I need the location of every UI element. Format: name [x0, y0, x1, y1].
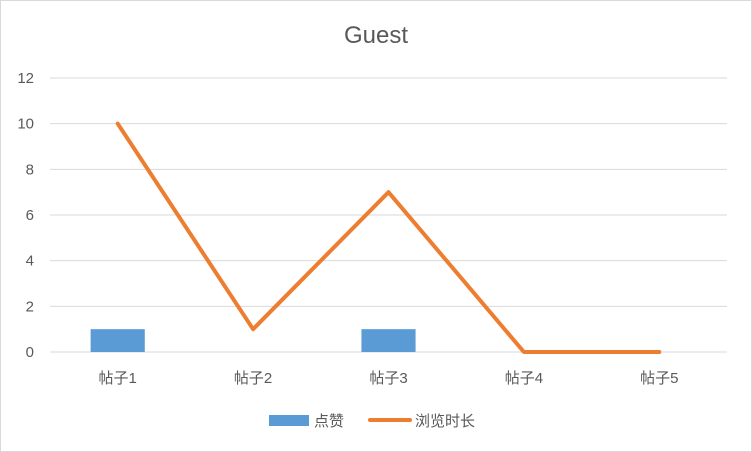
- y-tick-label: 12: [17, 70, 34, 87]
- gridlines: [50, 77, 727, 353]
- bar-series: [90, 329, 416, 352]
- x-tick-label: 帖子1: [99, 370, 137, 387]
- x-tick-label: 帖子5: [640, 370, 678, 387]
- legend-label-line: 浏览时长: [415, 412, 475, 430]
- line-series: [115, 121, 662, 354]
- y-tick-label: 6: [26, 207, 34, 224]
- y-tick-label: 8: [26, 161, 34, 178]
- legend-swatch-bar: [269, 415, 309, 426]
- bar: [361, 329, 416, 352]
- bar: [90, 329, 145, 352]
- y-tick-label: 4: [26, 253, 34, 270]
- y-tick-label: 0: [26, 344, 34, 361]
- legend: 点赞 浏览时长: [269, 412, 475, 430]
- series-line: [115, 121, 662, 354]
- y-tick-label: 10: [17, 116, 34, 133]
- legend-label-bar: 点赞: [314, 412, 344, 430]
- x-tick-label: 帖子4: [505, 370, 543, 387]
- x-tick-label: 帖子2: [234, 370, 272, 387]
- y-tick-label: 2: [26, 298, 34, 315]
- x-axis: 帖子1 帖子2 帖子3 帖子4 帖子5: [99, 370, 679, 387]
- chart-title: Guest: [344, 22, 408, 49]
- x-tick-label: 帖子3: [369, 370, 407, 387]
- y-axis: 0 2 4 6 8 10 12: [17, 70, 34, 361]
